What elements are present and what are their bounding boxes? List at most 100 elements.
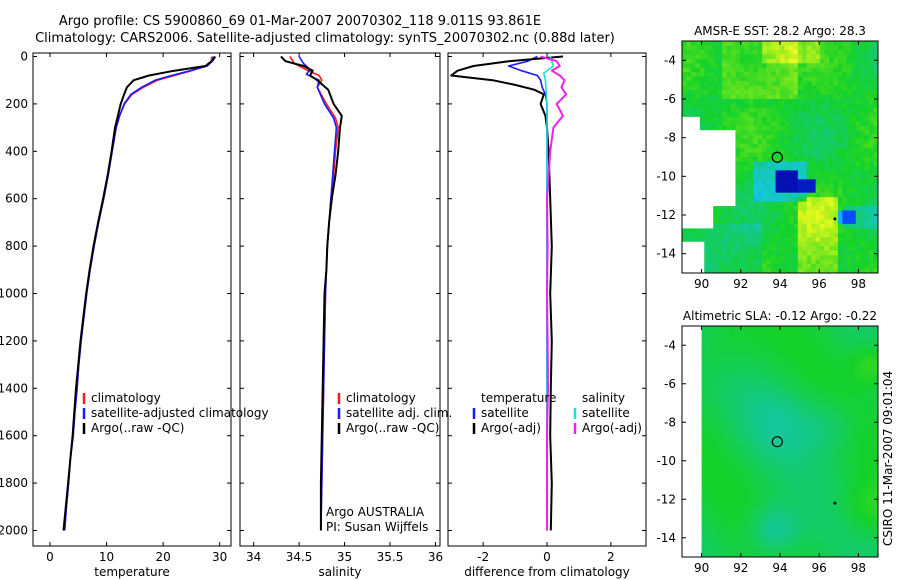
sst_map-cell [704, 246, 710, 252]
sla_map-cell [736, 421, 742, 426]
sla_map-cell [787, 445, 793, 450]
sla_map-cell [823, 349, 828, 355]
sla_map-cell [815, 429, 820, 434]
sst_map-cell [864, 90, 870, 95]
sla_map-cell [682, 425, 687, 430]
sst_map-cell [722, 58, 727, 64]
sla_map-cell [783, 365, 789, 371]
sst_map-cell [708, 63, 714, 69]
sla_map-cell [795, 373, 800, 379]
sla_map-cell [701, 421, 706, 426]
sla_map-cell [795, 469, 800, 474]
sla_map-cell [819, 365, 824, 371]
sst_map-cell [811, 170, 817, 176]
sla_map-cell [819, 437, 824, 442]
sla_map-cell [854, 509, 859, 514]
sla_map-cell [819, 345, 824, 351]
sst_map-cell [829, 259, 834, 265]
sst_map-cell [739, 197, 745, 203]
sst_map-cell [842, 179, 848, 185]
sla_map-cell [729, 326, 734, 331]
sst_map-cell [815, 165, 821, 171]
sst_map-cell [722, 85, 727, 91]
sst_map-cell [717, 183, 723, 189]
sla_map-cell [842, 421, 848, 426]
sst_map-cell [851, 125, 857, 131]
sla_map-cell [866, 477, 871, 482]
temperature-x-axis-label: temperature [94, 565, 169, 579]
sla_map-cell [803, 357, 808, 363]
sst_map-cell [784, 179, 790, 185]
sla_map-cell [748, 489, 753, 494]
sla_map-cell [842, 521, 848, 526]
sla_map-cell [850, 521, 855, 526]
sla_map-cell [827, 421, 832, 426]
sla_map-cell [685, 397, 691, 403]
sst_map-cell [739, 165, 745, 171]
sst_map-cell [771, 112, 776, 118]
sst_map-cell [860, 259, 866, 265]
sst_map-cell [815, 174, 821, 180]
sla_map-cell [811, 337, 816, 343]
sla_map-cell [780, 521, 785, 526]
sla_map-cell [799, 441, 804, 446]
sst_map-cell [820, 201, 825, 207]
sst_map-cell [851, 107, 857, 113]
sst_map-cell [717, 165, 723, 171]
sla_map-cell [827, 509, 832, 514]
sst_map-cell [842, 174, 848, 180]
sla_map-cell [803, 477, 808, 482]
sla_map-cell [764, 409, 769, 415]
sla_map-cell [858, 469, 863, 474]
sst_map-cell [784, 121, 790, 127]
sla_map-cell [776, 369, 781, 375]
sla_map-cell [811, 429, 816, 434]
sla_map-cell [701, 349, 706, 355]
sla_map-cell [752, 385, 757, 391]
sla_map-cell [713, 345, 718, 351]
sla_map-cell [830, 329, 836, 335]
sst_map-cell [735, 264, 741, 269]
sla_map-cell [791, 461, 797, 466]
sla_map-cell [768, 469, 773, 474]
sst_map-cell [735, 67, 741, 73]
sst_map-cell [815, 148, 821, 153]
sst_map-cell [704, 81, 710, 87]
sst_map-cell [762, 134, 768, 140]
sst_map-cell [869, 197, 874, 203]
sst_map-cell [788, 206, 794, 211]
sla_map-cell [740, 361, 746, 367]
sla_map-cell [697, 409, 702, 415]
sst_map-cell [802, 264, 808, 269]
sla_map-cell [807, 501, 812, 506]
sst_map-cell [824, 63, 830, 69]
sst_map-cell [837, 179, 843, 185]
sla_map-cell [713, 493, 718, 498]
sst_map-cell [704, 41, 710, 46]
sst_map-cell [722, 90, 727, 95]
sst_map-cell [731, 58, 736, 64]
sst_map-cell [695, 206, 701, 211]
sst_map-cell [780, 228, 785, 234]
sla_map-cell [780, 489, 785, 494]
sla_map-cell [693, 413, 699, 418]
sla_map-cell [736, 425, 742, 430]
sst_map-cell [717, 219, 723, 225]
sla_map-cell [772, 509, 777, 514]
sst_map-cell [771, 76, 776, 82]
sla_map-cell [807, 337, 812, 343]
sla_map-cell [689, 425, 695, 430]
sla_map-cell [842, 365, 848, 371]
sla_map-cell [752, 349, 757, 355]
sst_map-cell [873, 241, 879, 247]
sst_map-cell [690, 58, 696, 64]
sla_map-cell [842, 437, 848, 442]
sst_map-cell [788, 255, 794, 261]
sla_map-cell [756, 373, 761, 379]
sla_map-cell [709, 497, 714, 502]
sst_map-cell [815, 130, 821, 136]
sla_map-cell [764, 421, 769, 426]
sla_map-cell [725, 425, 730, 430]
sla_map-cell [682, 373, 687, 379]
sst_map-cell [815, 121, 821, 127]
